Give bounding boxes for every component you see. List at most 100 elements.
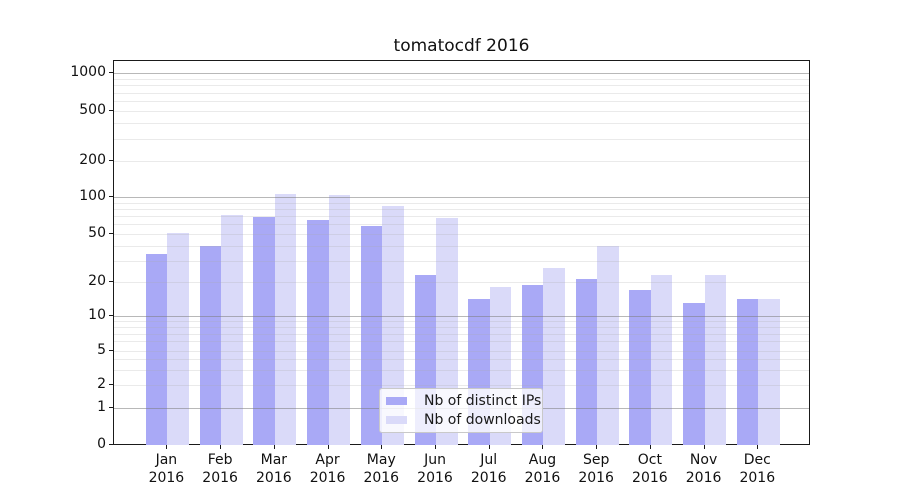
gridline-minor xyxy=(114,333,809,335)
legend-swatch-downloads xyxy=(386,416,407,424)
bar-ips-apr xyxy=(307,219,329,445)
y-tick-label: 2 xyxy=(97,376,106,392)
bar-ips-oct xyxy=(629,289,651,445)
bar-ips-feb xyxy=(199,245,222,445)
x-tick-year: 2016 xyxy=(739,470,776,486)
x-tick-month: Sep xyxy=(582,452,610,468)
x-tick-label: Jul 2016 xyxy=(457,451,521,487)
gridline-minor xyxy=(114,245,809,247)
y-tick-label: 1000 xyxy=(70,64,106,80)
x-tick xyxy=(166,445,168,449)
x-tick-label: Mar 2016 xyxy=(242,451,306,487)
bar-ips-nov xyxy=(683,303,705,445)
x-tick xyxy=(327,445,329,449)
bar-downloads-may xyxy=(382,205,404,445)
y-tick-label: 500 xyxy=(79,102,106,118)
bar-downloads-feb xyxy=(221,215,243,445)
x-tick-month: Jan xyxy=(155,452,178,468)
gridline-minor xyxy=(114,341,809,343)
x-tick-label: Jun 2016 xyxy=(403,451,467,487)
legend: Nb of distinct IPs Nb of downloads xyxy=(379,388,543,433)
x-tick-label: Nov 2016 xyxy=(672,451,736,487)
x-tick xyxy=(542,445,544,449)
x-tick xyxy=(649,445,651,449)
y-tick xyxy=(109,110,113,111)
legend-row-downloads: Nb of downloads xyxy=(386,412,542,428)
x-tick xyxy=(703,445,705,449)
bar-downloads-apr xyxy=(328,194,351,445)
y-tick xyxy=(109,196,113,197)
legend-label-distinct-ips: Nb of distinct IPs xyxy=(424,393,542,409)
x-tick xyxy=(220,445,222,449)
x-tick-year: 2016 xyxy=(578,470,614,486)
chart-title: tomatocdf 2016 xyxy=(393,36,530,56)
x-tick-year: 2016 xyxy=(632,470,668,486)
gridline-minor xyxy=(114,234,809,235)
gridline-major xyxy=(114,73,809,74)
x-tick-month: Jul xyxy=(480,452,498,468)
gridline-minor xyxy=(114,85,809,87)
bar-ips-may xyxy=(360,226,383,445)
y-tick xyxy=(109,160,113,161)
x-tick xyxy=(757,445,759,449)
bar-downloads-sep xyxy=(597,245,619,445)
x-tick-month: Jun xyxy=(424,452,446,468)
y-tick-label: 1 xyxy=(97,399,106,415)
x-tick-year: 2016 xyxy=(470,470,507,486)
x-tick-label: Aug 2016 xyxy=(510,451,574,487)
gridline-minor xyxy=(114,358,809,360)
bar-ips-mar xyxy=(253,216,275,445)
x-tick-month: May xyxy=(366,452,396,468)
gridline-minor xyxy=(114,385,809,386)
x-tick xyxy=(596,445,598,449)
gridline-minor xyxy=(114,208,809,210)
x-tick-month: Oct xyxy=(637,452,662,468)
bar-downloads-oct xyxy=(650,274,673,445)
y-tick-label: 5 xyxy=(97,341,106,358)
y-tick-label: 100 xyxy=(79,188,106,204)
gridline-minor xyxy=(114,282,809,283)
bar-downloads-mar xyxy=(274,193,297,445)
x-tick-year: 2016 xyxy=(309,470,346,486)
gridline-major xyxy=(114,316,809,317)
gridline-major xyxy=(114,197,809,198)
x-tick-label: Dec 2016 xyxy=(725,451,789,487)
y-tick xyxy=(109,384,113,385)
y-tick xyxy=(109,281,113,282)
x-tick-month: Feb xyxy=(207,452,233,468)
gridline-minor xyxy=(114,369,809,371)
x-tick-label: Sep 2016 xyxy=(564,451,628,487)
x-tick xyxy=(435,445,436,449)
y-tick xyxy=(109,444,113,445)
gridline-minor xyxy=(114,92,809,94)
x-tick xyxy=(381,445,383,449)
y-tick-label: 0 xyxy=(97,436,106,452)
x-tick-label: May 2016 xyxy=(349,451,413,487)
bar-ips-sep xyxy=(575,279,598,445)
bar-downloads-aug xyxy=(543,268,565,445)
y-tick xyxy=(109,407,113,408)
gridline-minor xyxy=(114,202,809,204)
gridline-minor xyxy=(114,78,809,80)
x-tick-month: Dec xyxy=(743,452,771,468)
x-tick-label: Apr 2016 xyxy=(296,451,360,487)
y-tick xyxy=(109,349,113,351)
x-tick-year: 2016 xyxy=(524,470,561,486)
y-tick-label: 200 xyxy=(79,152,106,168)
y-tick-label: 20 xyxy=(88,273,106,289)
x-tick-label: Feb 2016 xyxy=(188,451,252,487)
y-tick xyxy=(109,72,113,73)
x-tick-year: 2016 xyxy=(256,470,292,486)
legend-label-downloads: Nb of downloads xyxy=(424,412,541,428)
x-tick-year: 2016 xyxy=(148,470,185,486)
x-tick-month: Mar xyxy=(260,452,288,468)
y-tick-label: 10 xyxy=(88,307,106,323)
y-tick xyxy=(109,233,113,234)
gridline-minor xyxy=(114,321,809,323)
bar-downloads-jan xyxy=(167,232,189,445)
x-tick-year: 2016 xyxy=(685,470,722,486)
x-tick-label: Oct 2016 xyxy=(618,451,682,487)
gridline-minor xyxy=(114,260,809,262)
x-tick-month: Apr xyxy=(315,452,340,468)
